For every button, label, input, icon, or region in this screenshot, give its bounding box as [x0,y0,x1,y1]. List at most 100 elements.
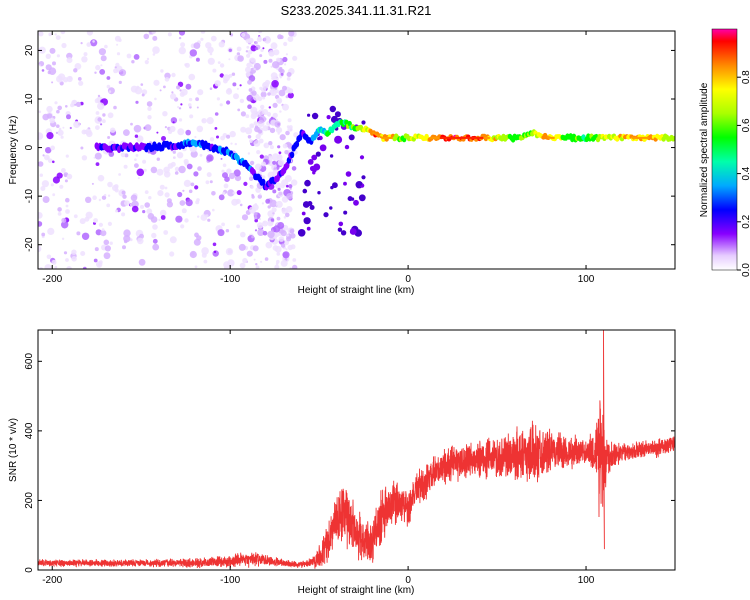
spectrogram-noise-blob [57,129,64,136]
spectrogram-noise-blob [134,163,139,169]
spectrogram-noise-blob [282,251,290,259]
spectrogram-noise-blob [159,184,165,190]
spectrogram-noise-blob [239,84,242,87]
spectrogram-noise-blob [271,77,274,80]
spectrogram-ridge-core [641,136,644,139]
spectrogram-ridge-core [449,136,452,139]
spectrogram-noise-blob [246,62,252,68]
spectrogram-noise-blob [63,251,68,255]
colorbar-tick-label: 0.4 [741,166,750,180]
spectrogram-noise-blob [226,134,231,139]
spectrogram-y-tick-label: -10 [24,188,35,203]
spectrogram-ridge-core [380,136,382,139]
spectrogram-noise-blob [201,247,209,255]
spectrogram-noise-blob [196,198,200,202]
spectrogram-noise-blob [277,187,281,191]
spectrogram-noise-blob [285,212,290,218]
spectrogram-noise-blob [188,103,192,107]
spectrogram-noise-blob [216,135,219,139]
spectrogram-noise-blob [270,72,278,79]
spectrogram-noise-blob [57,207,62,212]
spectrogram-noise-blob [185,129,191,136]
spectrogram-noise-blob [254,47,259,51]
spectrogram-noise-blob [245,114,250,119]
spectrogram-noise-blob [272,160,277,165]
colorbar-gradient [711,28,738,271]
spectrogram-noise-blob [41,69,45,72]
spectrogram-noise-blob [64,179,68,183]
spectrogram-noise-blob [71,255,77,262]
spectrogram-noise-blob [152,243,160,251]
spectrogram-noise-blob [80,251,86,256]
spectrogram-ridge-core [634,136,636,139]
spectrogram-noise-blob [60,221,69,229]
spectrogram-ridge-core [454,136,457,139]
spectrogram-noise-blob [268,58,273,63]
spectrogram-ridge-core [551,136,554,139]
spectrogram-noise-blob [178,31,186,36]
spectrogram-noise-blob [177,128,185,136]
spectrogram-noise-blob [239,262,246,269]
spectrogram-noise-blob [201,119,204,122]
spectrogram-noise-blob [51,259,57,265]
spectrogram-noise-blob [280,243,286,248]
spectrogram-noise-blob [251,235,255,239]
spectrogram-noise-blob [206,154,214,162]
spectrogram-noise-blob [276,216,281,221]
spectrogram-noise-blob [274,264,280,269]
spectrogram-noise-blob [234,142,237,146]
spectrogram-noise-blob [276,259,280,264]
spectrogram-noise-blob [236,87,239,90]
spectrogram-noise-blob [94,71,97,74]
spectrogram-x-tick-label: 100 [578,274,595,285]
spectrogram-noise-blob [38,46,46,54]
spectrogram-noise-blob [241,32,246,38]
spectrogram-noise-blob [180,224,185,229]
spectrogram-noise-blob [264,257,269,261]
spectrogram-noise-blob [206,172,212,178]
spectrogram-noise-blob [277,145,281,149]
spectrogram-noise-blob [278,236,285,242]
spectrogram-noise-blob [205,180,210,185]
spectrogram-ridge-core [488,136,490,139]
spectrogram-ridge-core [548,136,550,139]
spectrogram-noise-blob [237,108,241,112]
spectrogram-noise-blob [42,154,45,157]
spectrogram-noise-blob [55,131,59,134]
spectrogram-noise-blob [268,141,273,146]
spectrogram-noise-blob [230,142,233,145]
spectrogram-noise-blob [98,260,103,265]
spectrogram-noise-blob [286,77,291,81]
spectrogram-noise-blob [200,37,204,41]
spectrogram-ridge-core [460,136,463,139]
spectrogram-noise-blob [199,153,203,157]
spectrogram-noise-blob [220,135,226,141]
spectrogram-noise-blob [277,132,280,135]
spectrogram-noise-blob [113,68,119,74]
spectrogram-noise-blob [307,113,311,117]
spectrogram-noise-blob [81,155,88,161]
spectrogram-noise-blob [144,202,150,208]
spectrogram-noise-blob [176,152,184,159]
spectrogram-noise-blob [233,169,241,177]
spectrogram-noise-blob [200,214,208,221]
spectrogram-noise-blob [158,218,161,222]
spectrogram-noise-blob [350,197,355,201]
spectrogram-noise-blob [283,41,288,47]
spectrogram-noise-blob [276,155,281,159]
spectrogram-noise-blob [136,135,144,143]
spectrogram-noise-blob [280,259,288,267]
spectrogram-ridge-core [442,136,444,139]
colorbar-tick-label: 0.6 [741,118,750,132]
spectrogram-noise-blob [261,107,264,110]
spectrogram-noise-blob [152,224,158,230]
spectrogram-noise-blob [94,247,99,252]
spectrogram-noise-blob [240,111,246,117]
spectrogram-noise-blob [115,209,118,213]
spectrogram-noise-blob [277,99,282,104]
spectrogram-noise-blob [287,244,293,251]
spectrogram-noise-blob [287,36,294,42]
spectrogram-noise-blob [186,163,193,170]
spectrogram-noise-blob [141,89,148,95]
spectrogram-noise-blob [214,126,218,130]
